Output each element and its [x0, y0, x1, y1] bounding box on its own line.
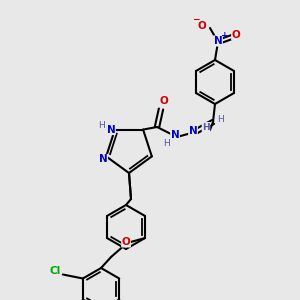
- Text: O: O: [160, 96, 168, 106]
- Text: O: O: [122, 237, 130, 247]
- Text: N: N: [214, 36, 222, 46]
- Text: N: N: [171, 130, 179, 140]
- Text: H: H: [164, 139, 170, 148]
- Text: H: H: [98, 121, 105, 130]
- Text: −: −: [192, 14, 200, 23]
- Text: Cl: Cl: [49, 266, 61, 277]
- Text: N: N: [189, 126, 197, 136]
- Text: N: N: [99, 154, 107, 164]
- Text: H: H: [218, 116, 224, 124]
- Text: O: O: [232, 30, 240, 40]
- Text: H: H: [202, 122, 210, 131]
- Text: O: O: [198, 21, 206, 31]
- Text: N: N: [106, 124, 115, 135]
- Text: +: +: [221, 31, 229, 40]
